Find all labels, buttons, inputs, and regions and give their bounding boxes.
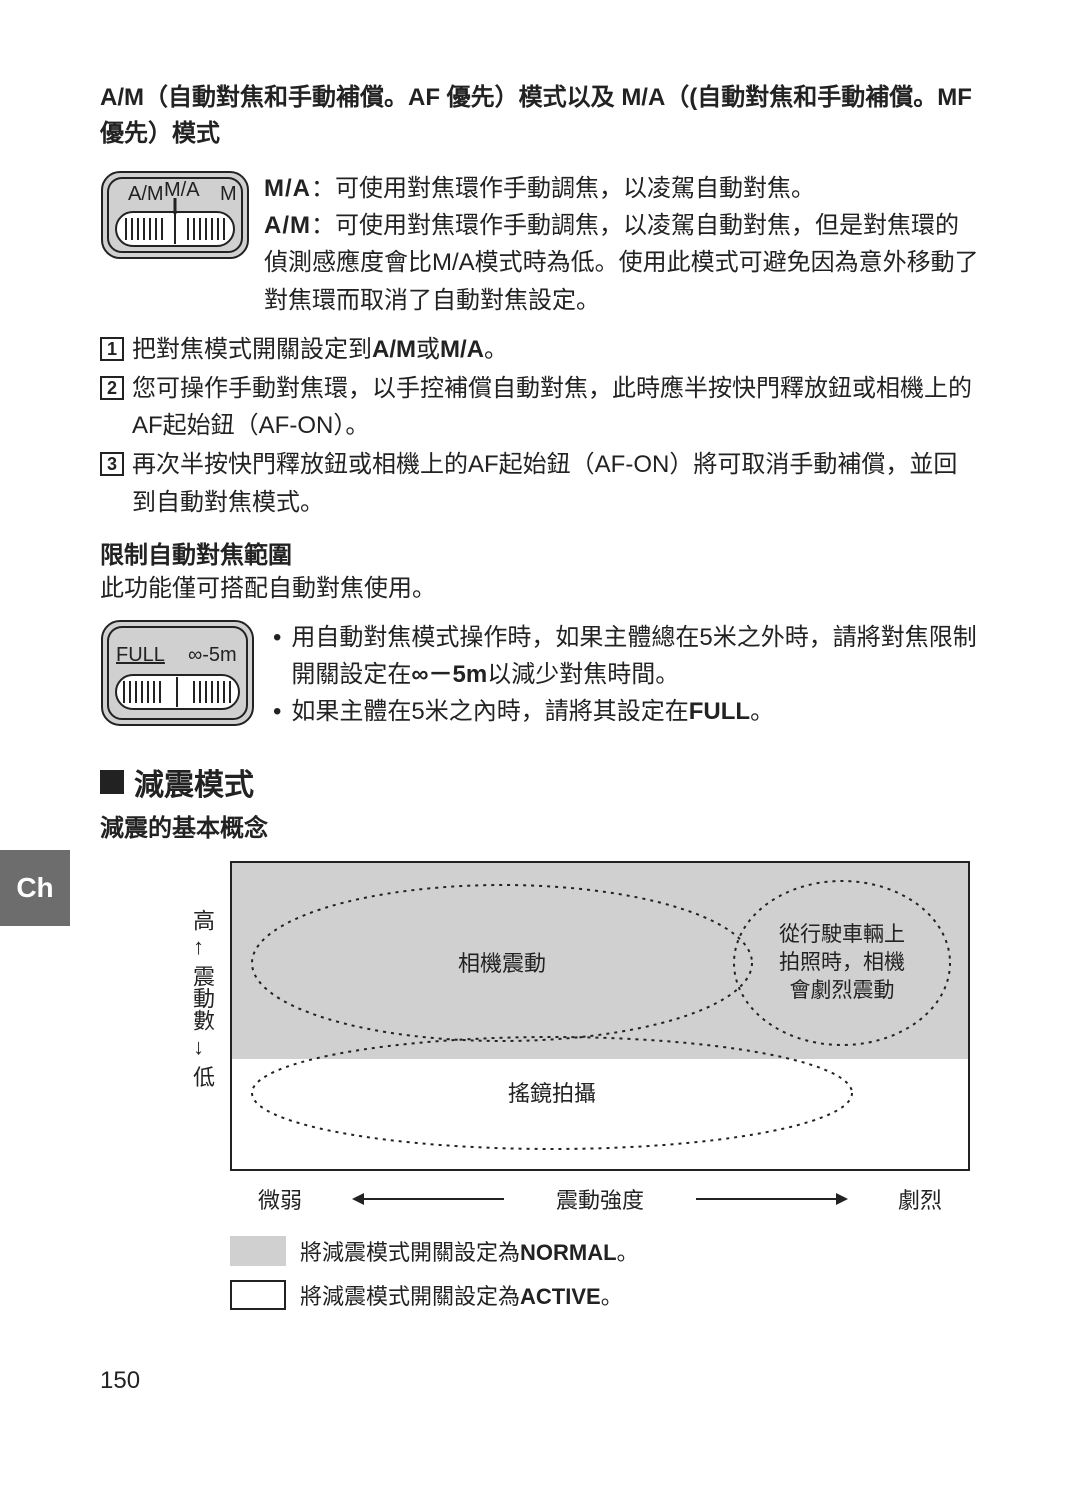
vr-section-title: 減震模式 (100, 760, 980, 804)
limit-desc: 此功能僅可搭配自動對焦使用。 (100, 570, 980, 607)
limit-switch-diagram: FULL ∞-5m (100, 619, 255, 727)
x-axis: 微弱 震動強度 劇烈 (230, 1183, 970, 1215)
swatch-white (230, 1280, 286, 1310)
limit-bullet-2: 如果主體在5米之內時，請將其設定在FULL。 (269, 693, 980, 730)
vr-sub-heading: 減震的基本概念 (100, 808, 980, 843)
language-tab: Ch (0, 850, 70, 926)
limit-left-label: FULL (116, 644, 165, 666)
switch-mid-label: M/A (164, 179, 200, 201)
limit-right-label: ∞-5m (188, 644, 237, 666)
limit-heading: 限制自動對焦範圍 (100, 535, 980, 570)
focus-switch-diagram: A/M M/A M (100, 170, 250, 260)
legend-normal: 將減震模式開關設定為NORMAL。 (230, 1235, 970, 1267)
step-3: 3 再次半按快門釋放鈕或相機上的AF起始鈕（AF-ON）將可取消手動補償，並回到… (100, 446, 980, 520)
svg-text:拍照時，相機: 拍照時，相機 (779, 951, 905, 974)
step-2: 2 您可操作手動對焦環，以手控補償自動對焦，此時應半按快門釋放鈕或相機上的AF起… (100, 370, 980, 444)
y-axis-label: 高 ← 震動數 → 低 (186, 909, 218, 1159)
svg-text:會劇烈震動: 會劇烈震動 (790, 979, 895, 1002)
page-number: 150 (100, 1367, 140, 1395)
switch-left-label: A/M (128, 183, 164, 205)
ma-definition: M/A：可使用對焦環作手動調焦，以凌駕自動對焦。 (264, 170, 980, 207)
step-1: 1 把對焦模式開關設定到A/M或M/A。 (100, 331, 980, 368)
svg-text:從行駛車輛上: 從行駛車輛上 (779, 923, 905, 946)
ellipse1-label: 相機震動 (458, 951, 546, 976)
am-definition: A/M：可使用對焦環作手動調焦，以凌駕自動對焦，但是對焦環的偵測感應度會比M/A… (264, 207, 980, 319)
vr-chart: 高 ← 震動數 → 低 相機震動 從行駛車輛上 拍照時，相機 會劇烈震動 搖鏡拍… (220, 861, 980, 1341)
legend-active: 將減震模式開關設定為ACTIVE。 (230, 1279, 970, 1311)
limit-bullet-1: 用自動對焦模式操作時，如果主體總在5米之外時，請將對焦限制開關設定在∞－5m以減… (269, 619, 980, 693)
mode-heading: A/M（自動對焦和手動補償。AF 優先）模式以及 M/A（(自動對焦和手動補償。… (100, 80, 980, 152)
swatch-grey (230, 1236, 286, 1266)
switch-right-label: M (220, 183, 237, 205)
ellipse2-label: 搖鏡拍攝 (508, 1081, 596, 1106)
